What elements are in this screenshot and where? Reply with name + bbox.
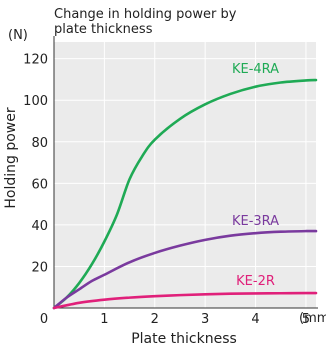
y-unit-label: (N) — [8, 28, 28, 43]
y-axis-label: Holding power — [3, 107, 19, 208]
x-tick-label: 3 — [201, 312, 209, 327]
axes — [53, 36, 318, 309]
x-axis-label: Plate thickness — [131, 331, 237, 347]
series-label: KE-4RA — [232, 62, 279, 77]
x-tick-label: 5 — [302, 312, 310, 327]
y-tick-label: 20 — [31, 260, 48, 275]
x-tick-label: 1 — [100, 312, 108, 327]
y-tick-label: 40 — [31, 219, 48, 234]
series-line — [52, 229, 318, 310]
plot-area — [54, 42, 316, 308]
series-lines — [52, 78, 318, 310]
chart-title-line-2: plate thickness — [54, 22, 153, 37]
y-tick-label: 100 — [23, 94, 48, 109]
x-tick-label: 2 — [151, 312, 159, 327]
series-label: KE-3RA — [232, 214, 279, 229]
series-label: KE-2R — [236, 274, 275, 289]
x-tick-label: 4 — [251, 312, 259, 327]
grid-lines — [54, 42, 316, 308]
series-line — [52, 291, 318, 310]
tick-labels: 0 1 2 3 4 5 20 40 60 80 100 120 — [23, 53, 310, 327]
x-tick-label: 0 — [40, 312, 48, 327]
chart-title-line-1: Change in holding power by — [54, 7, 237, 22]
x-unit-label: (mm) — [299, 311, 326, 326]
plot-background — [54, 42, 316, 308]
y-tick-label: 80 — [31, 136, 48, 151]
series-line — [52, 78, 318, 310]
y-tick-label: 120 — [23, 53, 48, 68]
y-tick-label: 60 — [31, 177, 48, 192]
series-labels: KE-4RA KE-3RA KE-2R — [232, 62, 279, 289]
